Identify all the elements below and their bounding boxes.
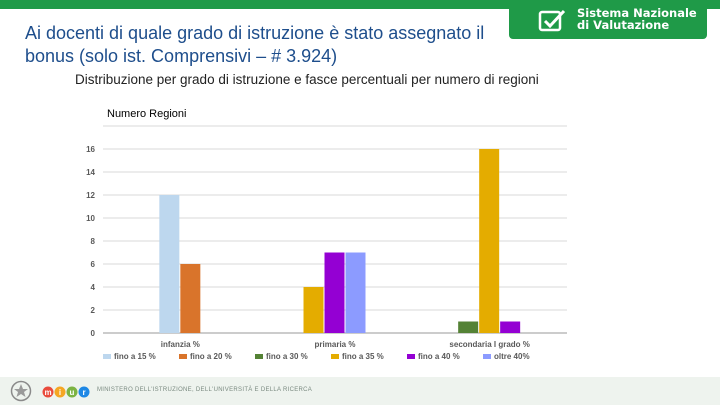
bar — [458, 321, 479, 333]
y-tick-label: 0 — [91, 329, 96, 338]
y-tick-label: 6 — [91, 260, 96, 269]
snv-logo-box — [509, 5, 707, 39]
legend-label: fino a 35 % — [342, 352, 384, 361]
miur-logo-letter: r — [82, 388, 85, 397]
checkbox-icon — [538, 9, 566, 32]
bar — [159, 195, 180, 333]
y-tick-label: 14 — [86, 168, 95, 177]
x-tick-label: infanzia % — [161, 340, 200, 349]
snv-logo-text: Sistema Nazionale di Valutazione — [577, 7, 697, 31]
x-tick-label: primaria % — [315, 340, 356, 349]
miur-logo-dot — [66, 386, 78, 398]
chart-subtitle: Distribuzione per grado di istruzione e … — [75, 72, 539, 87]
bar — [345, 252, 366, 333]
republic-emblem-icon — [10, 380, 32, 402]
legend-label: oltre 40% — [494, 352, 530, 361]
footer-text: MINISTERO DELL'ISTRUZIONE, DELL'UNIVERSI… — [97, 387, 313, 393]
x-tick-label: secondaria I grado % — [449, 340, 529, 349]
y-tick-label: 2 — [91, 306, 96, 315]
logo-line-2: di Valutazione — [577, 18, 670, 32]
legend-label: fino a 20 % — [190, 352, 232, 361]
legend-swatch — [331, 354, 339, 359]
top-accent-bar — [0, 0, 720, 9]
miur-logo-dot — [42, 386, 54, 398]
bar — [180, 264, 201, 333]
y-tick-label: 4 — [91, 283, 96, 292]
bar — [479, 149, 500, 333]
legend-label: fino a 15 % — [114, 352, 156, 361]
y-tick-label: 12 — [86, 191, 95, 200]
miur-logo-letter: u — [70, 388, 75, 397]
footer-strip — [0, 377, 720, 405]
bar — [500, 321, 521, 333]
legend-label: fino a 30 % — [266, 352, 308, 361]
bar — [303, 287, 324, 333]
legend-swatch — [483, 354, 491, 359]
miur-logo-dot — [78, 386, 90, 398]
bar — [324, 252, 345, 333]
page-title: Ai docenti di quale grado di istruzione … — [25, 23, 485, 66]
y-tick-label: 10 — [86, 214, 95, 223]
legend-swatch — [103, 354, 111, 359]
logo-line-1: Sistema Nazionale — [577, 6, 697, 20]
y-axis-label: Numero Regioni — [107, 108, 187, 120]
miur-logo-letter: i — [59, 388, 61, 397]
miur-logo-dot — [54, 386, 66, 398]
miur-logo-letter: m — [44, 388, 51, 397]
legend-swatch — [407, 354, 415, 359]
y-tick-label: 16 — [86, 145, 95, 154]
legend-swatch — [179, 354, 187, 359]
legend-label: fino a 40 % — [418, 352, 460, 361]
legend-swatch — [255, 354, 263, 359]
y-tick-label: 8 — [91, 237, 96, 246]
